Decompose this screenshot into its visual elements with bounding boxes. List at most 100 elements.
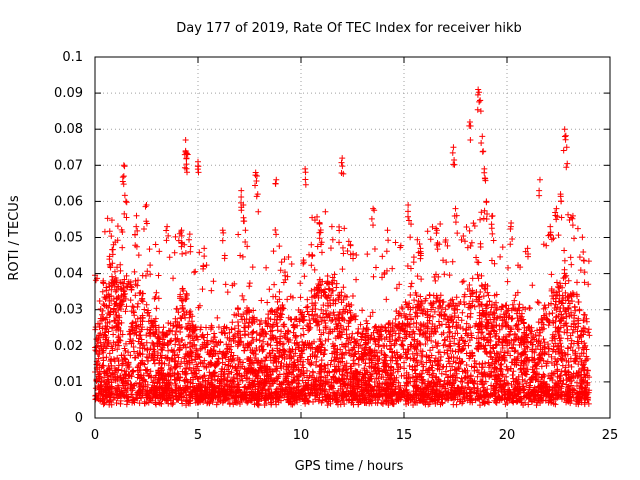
data-point [128, 384, 135, 391]
data-point [490, 345, 497, 352]
data-point [165, 362, 172, 369]
data-point [514, 326, 521, 333]
data-point [574, 328, 581, 335]
data-point [510, 341, 517, 348]
data-point [274, 327, 281, 334]
data-point [549, 348, 556, 355]
data-point [548, 353, 555, 360]
data-point [242, 344, 249, 351]
x-tick-label: 20 [499, 428, 516, 443]
data-point [458, 317, 465, 324]
data-point [245, 324, 252, 331]
data-point [433, 298, 440, 305]
x-tick-labels: 0 5 10 15 20 25 [91, 428, 618, 443]
data-point [313, 358, 320, 365]
data-point [368, 334, 375, 341]
data-point [141, 306, 148, 313]
data-point [358, 336, 365, 343]
data-point [331, 277, 338, 284]
data-point [139, 298, 146, 305]
data-point [469, 298, 476, 305]
data-point [424, 337, 431, 344]
data-point [469, 275, 476, 282]
data-point [169, 401, 176, 408]
data-point [551, 362, 558, 369]
data-point [463, 320, 470, 327]
data-point [432, 339, 439, 346]
data-point [175, 354, 182, 361]
data-point [172, 364, 179, 371]
data-point [529, 341, 536, 348]
y-tick-label: 0.03 [54, 303, 83, 318]
data-point [114, 346, 121, 353]
data-point [320, 302, 327, 309]
data-point [321, 289, 328, 296]
data-point [257, 332, 264, 339]
data-point [560, 295, 567, 302]
data-point [349, 330, 356, 337]
x-tick-label: 10 [293, 428, 310, 443]
data-point [352, 312, 359, 319]
data-point [471, 303, 478, 310]
data-point [511, 348, 518, 355]
data-point [447, 343, 454, 350]
data-point [499, 371, 506, 378]
data-point [127, 297, 134, 304]
data-point [136, 328, 143, 335]
data-point [372, 323, 379, 330]
data-point [228, 369, 235, 376]
data-point [131, 382, 138, 389]
data-point [250, 338, 257, 345]
data-point [553, 358, 560, 365]
data-point [555, 331, 562, 338]
data-point [429, 344, 436, 351]
data-point [375, 375, 382, 382]
y-tick-label: 0.01 [54, 375, 83, 390]
data-point [330, 309, 337, 316]
data-point [114, 264, 121, 271]
data-point [570, 358, 577, 365]
x-tick-label: 5 [194, 428, 202, 443]
data-point [319, 341, 326, 348]
data-point [92, 385, 99, 392]
data-point [273, 319, 280, 326]
data-point [109, 324, 116, 331]
data-point [447, 328, 454, 335]
data-point [136, 344, 143, 351]
y-tick-label: 0.08 [54, 122, 83, 137]
data-point [110, 331, 117, 338]
chart-title: Day 177 of 2019, Rate Of TEC Index for r… [176, 21, 522, 36]
data-point [248, 388, 255, 395]
data-point [278, 328, 285, 335]
data-point [564, 351, 571, 358]
y-tick-label: 0.05 [54, 231, 83, 246]
data-point [564, 326, 571, 333]
data-point [438, 370, 445, 377]
data-points [92, 86, 593, 409]
data-point [231, 325, 238, 332]
data-point [501, 349, 508, 356]
data-point [406, 363, 413, 370]
data-point [284, 336, 291, 343]
data-point [359, 331, 366, 338]
y-tick-labels: 00.010.020.030.040.050.060.070.080.090.1 [54, 50, 83, 426]
data-point [134, 300, 141, 307]
data-point [451, 307, 458, 314]
data-point [139, 345, 146, 352]
data-point [434, 294, 441, 301]
data-point [318, 357, 325, 364]
x-tick-label: 25 [602, 428, 619, 443]
data-point [239, 292, 246, 299]
data-point [114, 354, 121, 361]
data-point [178, 358, 185, 365]
data-point [381, 357, 388, 364]
data-point [147, 368, 154, 375]
data-point [214, 377, 221, 384]
data-point [167, 365, 174, 372]
data-point [208, 348, 215, 355]
data-point [454, 306, 461, 313]
data-point [240, 359, 247, 366]
data-point [122, 308, 129, 315]
data-point [258, 342, 265, 349]
data-point [540, 336, 547, 343]
